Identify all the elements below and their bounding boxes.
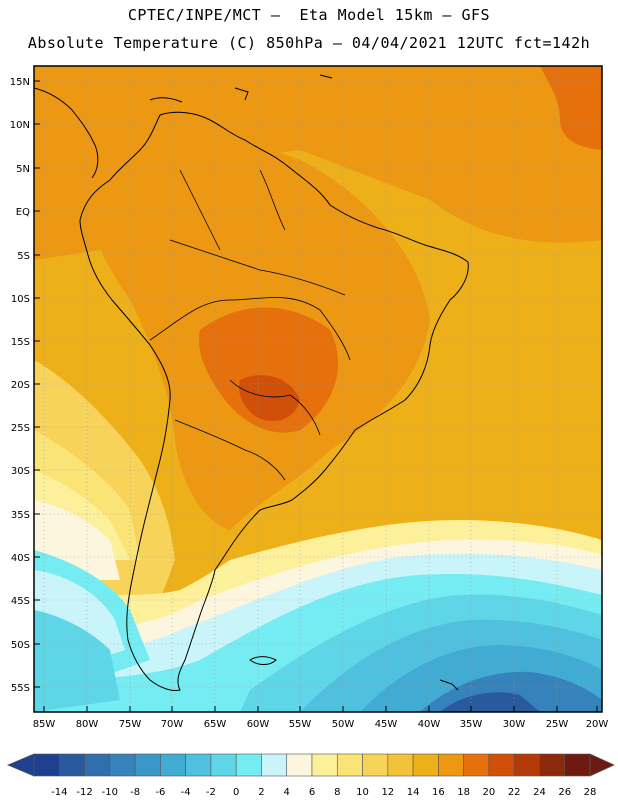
lon-label: 85W [33, 719, 56, 730]
lat-label: 50S [11, 640, 30, 651]
colorbar-tick-label: 16 [432, 787, 445, 798]
colorbar-tick-label: 12 [381, 787, 394, 798]
lon-label: 80W [76, 719, 99, 730]
colorbar-swatch [235, 753, 262, 777]
colorbar-swatch [261, 753, 288, 777]
lat-label: 20S [11, 380, 30, 391]
lon-label: 30W [503, 719, 526, 730]
map-frame [33, 65, 603, 713]
colorbar-swatch [33, 753, 60, 777]
colorbar-tick-label: 22 [508, 787, 521, 798]
colorbar-tick-label: 10 [356, 787, 369, 798]
colorbar-tick-label: -12 [76, 787, 92, 798]
colorbar-tick-label: 8 [334, 787, 340, 798]
lat-lon-grid [34, 66, 602, 712]
colorbar-swatch [286, 753, 313, 777]
colorbar-tick-label: 20 [483, 787, 496, 798]
lat-label: 5N [16, 164, 30, 175]
colorbar-tick-label: 2 [258, 787, 264, 798]
lon-label: 70W [161, 719, 184, 730]
colorbar-swatch [134, 753, 161, 777]
lon-label: 25W [546, 719, 569, 730]
colorbar-tick-label: -10 [102, 787, 118, 798]
lat-label: 40S [11, 553, 30, 564]
colorbar-swatch [539, 753, 566, 777]
lon-label: 55W [289, 719, 312, 730]
colorbar-arrow-right [589, 753, 615, 777]
lon-label: 60W [247, 719, 270, 730]
lat-label: 35S [11, 510, 30, 521]
chart-title-line2: Absolute Temperature (C) 850hPa — 04/04/… [27, 34, 591, 52]
temperature-field [34, 66, 602, 712]
colorbar-tick-label: -4 [181, 787, 191, 798]
lat-label: EQ [16, 207, 30, 218]
lat-label: 45S [11, 596, 30, 607]
colorbar-tick-label: 28 [584, 787, 597, 798]
lon-label: 75W [119, 719, 142, 730]
colorbar-swatch [160, 753, 186, 777]
chart-title-line1: CPTEC/INPE/MCT — Eta Model 15km — GFS [127, 6, 491, 24]
colorbar-tick-label: 26 [558, 787, 571, 798]
colorbar-swatch [564, 753, 591, 777]
colorbar-swatch [58, 753, 85, 777]
colorbar-tick-label: 6 [309, 787, 315, 798]
colorbar-swatch [513, 753, 540, 777]
colorbar-tick-label: -14 [51, 787, 67, 798]
lat-label: 10S [11, 294, 30, 305]
colorbar-swatch [387, 753, 414, 777]
colorbar-tick-label: 24 [533, 787, 546, 798]
colorbar-tick-label: 0 [233, 787, 239, 798]
colorbar-swatch [210, 753, 237, 777]
colorbar-arrow-left [6, 753, 35, 777]
lat-label: 25S [11, 423, 30, 434]
colorbar-swatch [185, 753, 212, 777]
colorbar-tick-label: -6 [155, 787, 165, 798]
colorbar-swatch [84, 753, 111, 777]
colorbar-swatch [362, 753, 389, 777]
lat-label: 30S [11, 466, 30, 477]
colorbar-tick-label: 14 [407, 787, 420, 798]
lon-label: 20W [586, 719, 609, 730]
colorbar-tick-label: 4 [284, 787, 290, 798]
latitude-labels: 15N 10N 5N EQ 5S 10S 15S 20S 25S 30S 35S 40S 45S 50S 5… [10, 77, 40, 694]
colorbar-tick-label: 18 [457, 787, 470, 798]
lon-label: 50W [332, 719, 355, 730]
colorbar: -14 -12 -10 -8 -6 -4 -2 0 2 4 6 8 10 12 14 16 18 20 22 24 26… [6, 753, 615, 798]
colorbar-swatch [336, 753, 363, 777]
colorbar-swatch [463, 753, 490, 777]
colorbar-swatch [311, 753, 338, 777]
colorbar-tick-label: -2 [206, 787, 216, 798]
lon-label: 35W [460, 719, 483, 730]
lon-label: 65W [204, 719, 227, 730]
coastline [34, 74, 469, 691]
colorbar-tick-label: -8 [130, 787, 140, 798]
colorbar-swatch [412, 753, 439, 777]
colorbar-swatch [488, 753, 515, 777]
lon-label: 45W [375, 719, 398, 730]
lat-label: 5S [17, 251, 30, 262]
lat-label: 10N [10, 120, 30, 131]
colorbar-swatch [109, 753, 136, 777]
colorbar-swatch [438, 753, 464, 777]
lat-label: 55S [11, 683, 30, 694]
lon-label: 40W [418, 719, 441, 730]
lat-label: 15S [11, 337, 30, 348]
longitude-labels: 85W 80W 75W 70W 65W 60W 55W 50W 45W 40W 35W 30W 25W 2… [33, 706, 609, 730]
lat-label: 15N [10, 77, 30, 88]
